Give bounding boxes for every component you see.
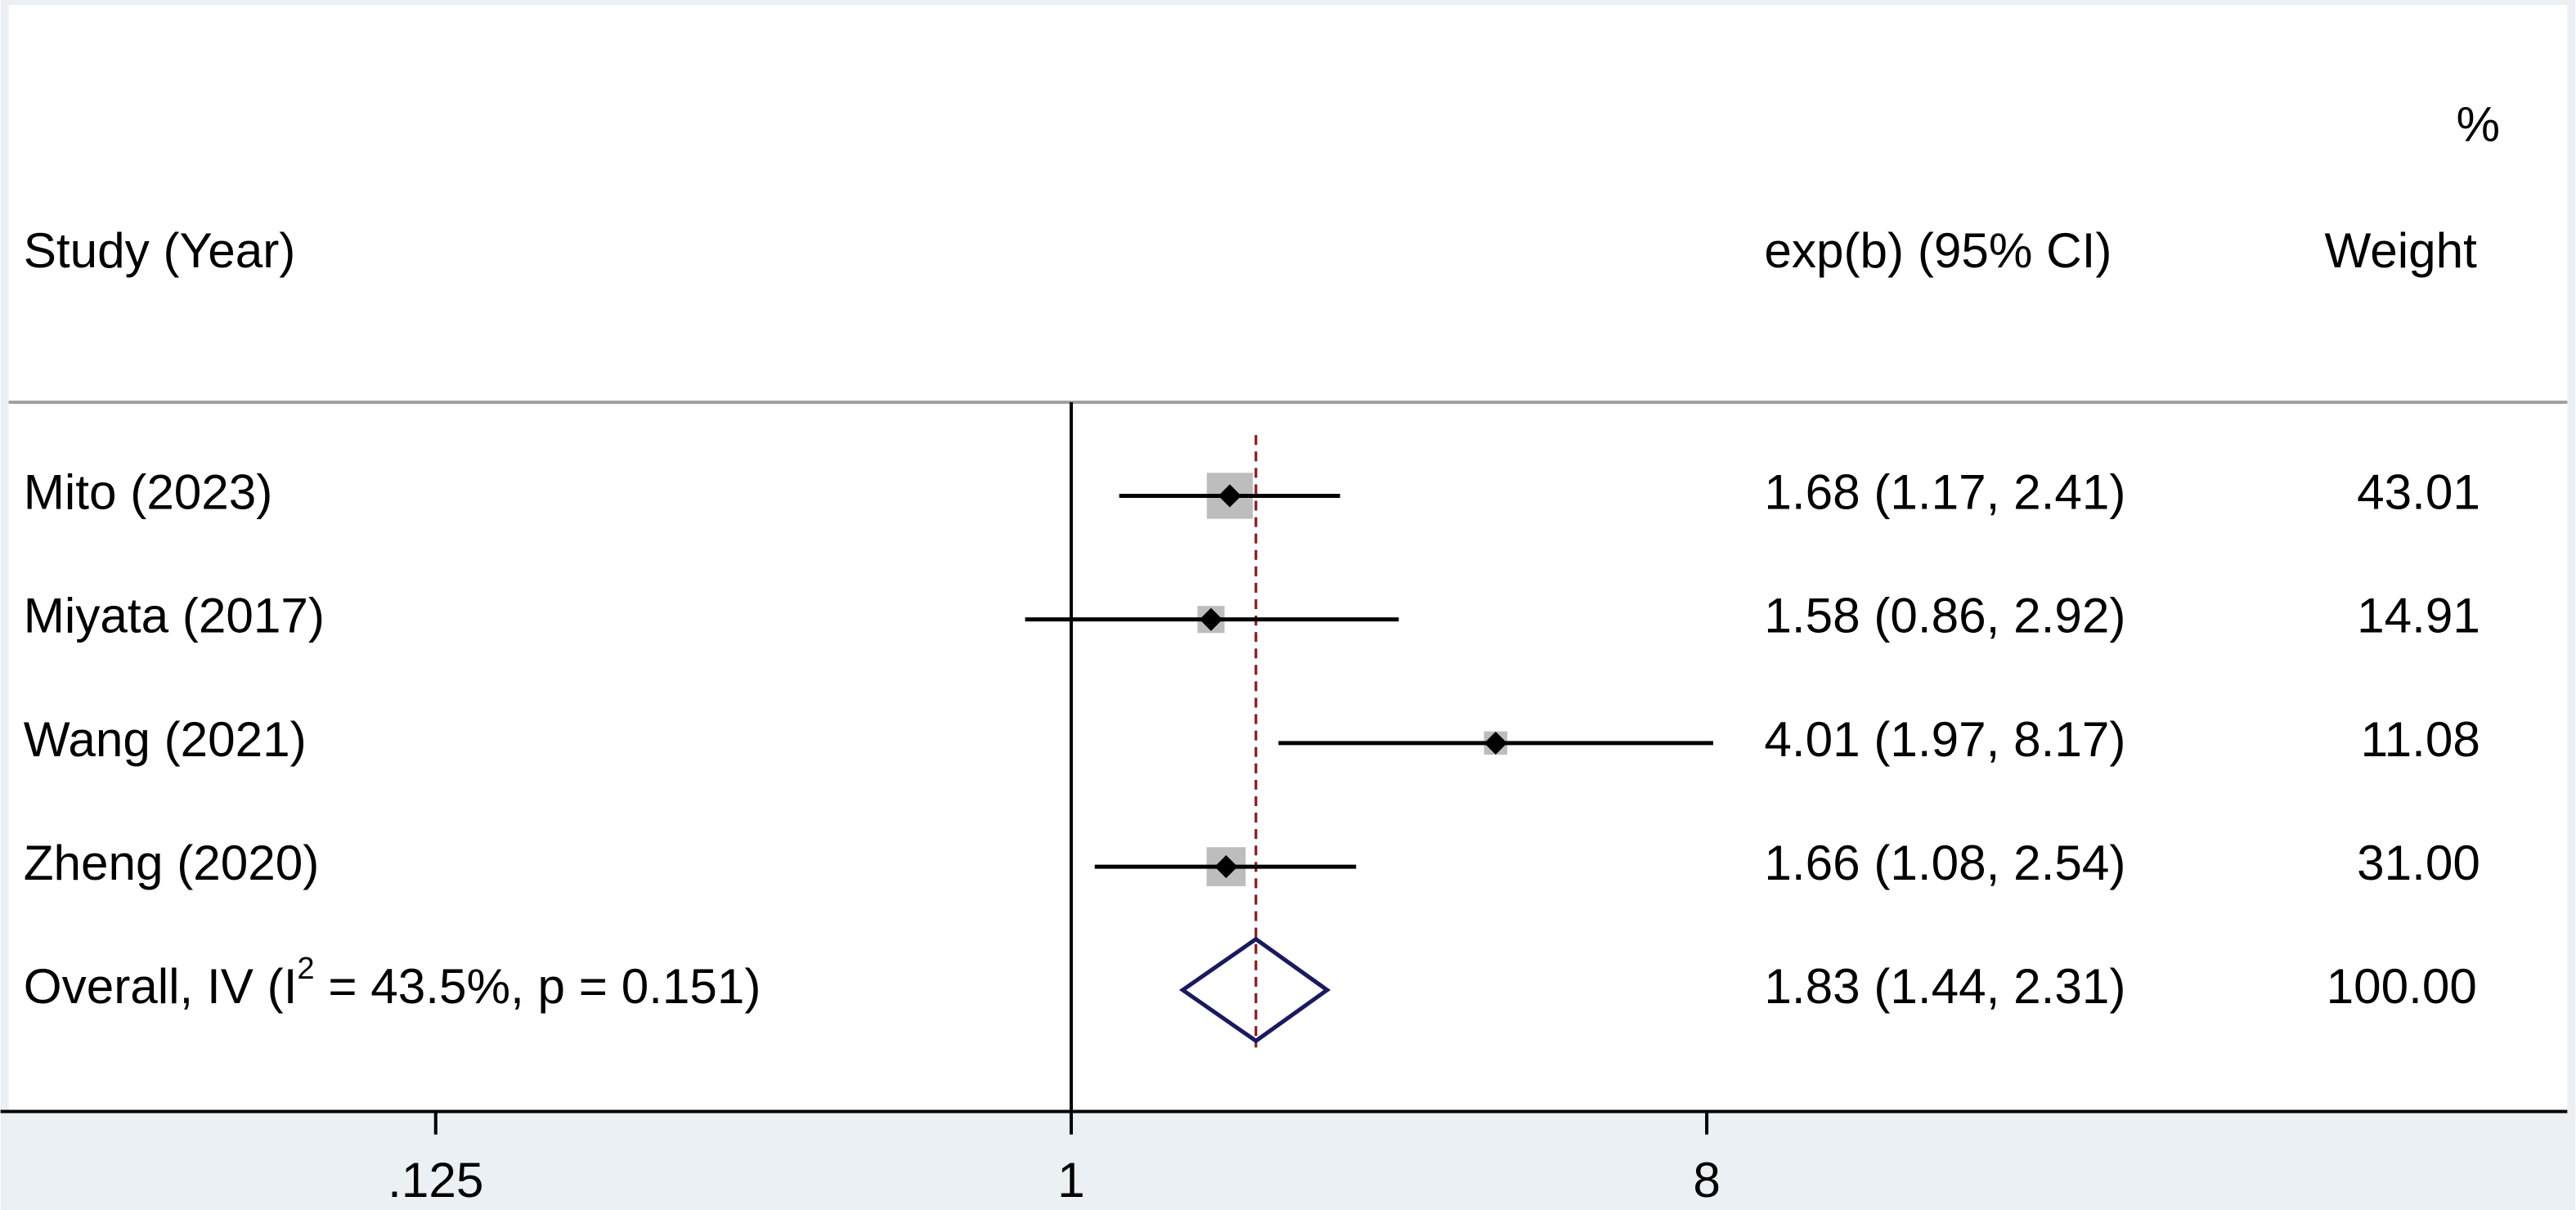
x-tick-label: 8 xyxy=(1693,1152,1721,1208)
estimate-marker xyxy=(1483,731,1508,755)
estimate-label: 1.66 (1.08, 2.54) xyxy=(1764,835,2125,890)
overall-estimate-label: 1.83 (1.44, 2.31) xyxy=(1764,958,2125,1014)
estimate-label: 1.68 (1.17, 2.41) xyxy=(1764,464,2125,519)
estimate-label: 1.58 (0.86, 2.92) xyxy=(1764,588,2125,643)
weight-label: 11.08 xyxy=(2361,711,2480,767)
weight-label: 31.00 xyxy=(2357,835,2480,890)
x-tick-label: 1 xyxy=(1057,1152,1085,1208)
overall-label-sup: 2 xyxy=(297,951,314,986)
overall-label-end: = 43.5%, p = 0.151) xyxy=(315,958,761,1014)
weight-label: 14.91 xyxy=(2357,588,2480,643)
study-label: Mito (2023) xyxy=(24,464,273,519)
study-label: Wang (2021) xyxy=(24,711,307,767)
estimate-marker xyxy=(1214,855,1238,879)
estimate-label: 4.01 (1.97, 8.17) xyxy=(1764,711,2125,767)
study-label: Zheng (2020) xyxy=(24,835,320,890)
overall-label: Overall, IV (I2 = 43.5%, p = 0.151) xyxy=(24,951,761,1014)
plot-area xyxy=(8,5,2568,1112)
overall-label-start: Overall, IV (I xyxy=(24,958,298,1014)
x-tick-label: .125 xyxy=(388,1152,483,1208)
overall-diamond xyxy=(1178,936,1331,1044)
weight-header: Weight xyxy=(2325,222,2478,278)
overall-weight-label: 100.00 xyxy=(2327,958,2477,1014)
weight-unit-header: % xyxy=(2456,96,2500,152)
study-label: Miyata (2017) xyxy=(24,588,325,643)
weight-label: 43.01 xyxy=(2357,464,2480,519)
effect-header: exp(b) (95% CI) xyxy=(1764,222,2112,278)
study-header: Study (Year) xyxy=(24,222,296,278)
